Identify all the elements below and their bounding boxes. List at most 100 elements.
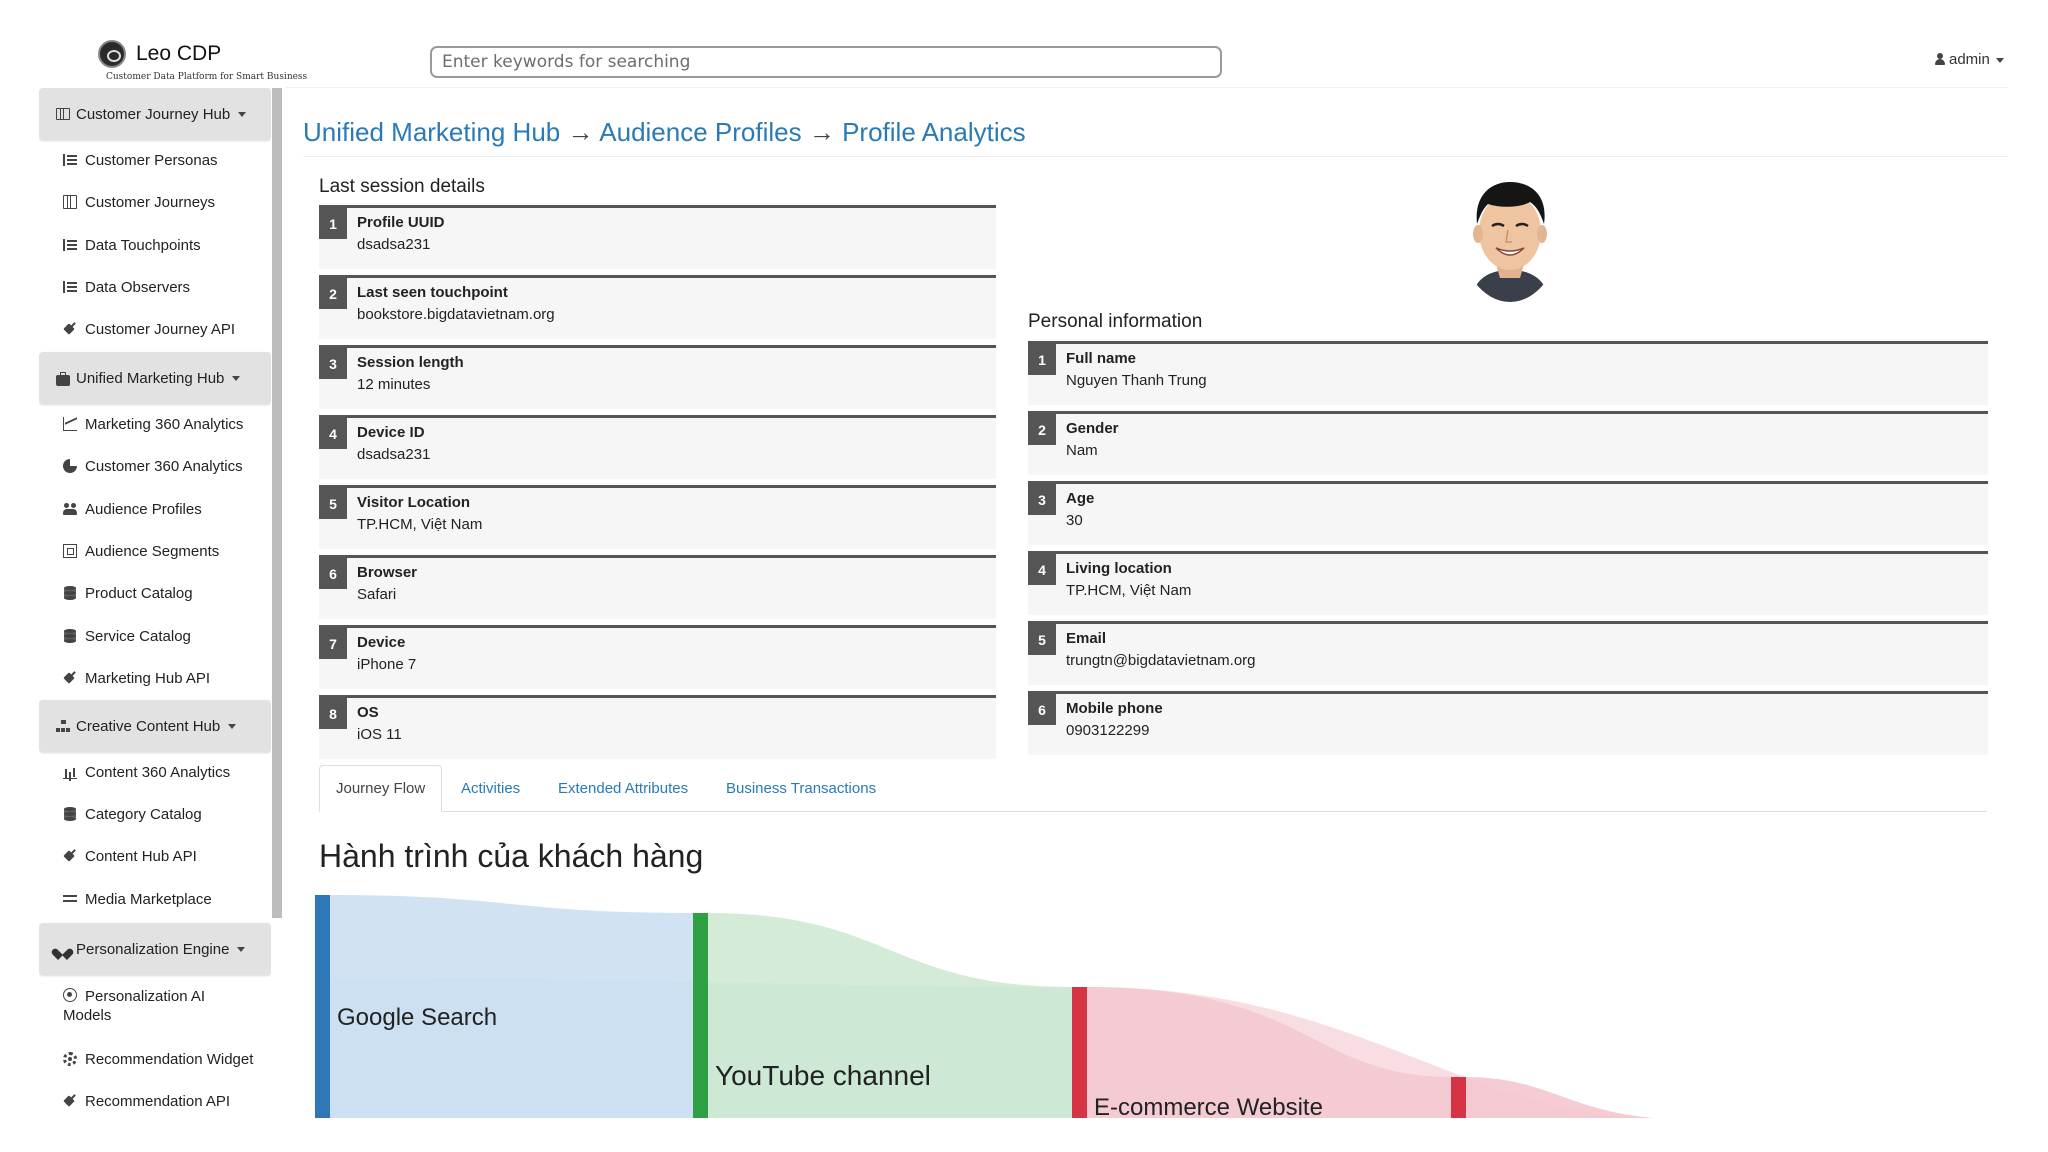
robot-icon: [63, 988, 77, 1002]
sidebar-group-creative-content-hub[interactable]: Creative Content Hub: [39, 700, 271, 752]
sitemap-icon: [56, 720, 70, 732]
sidebar-item-content-hub-api[interactable]: Content Hub API: [39, 847, 271, 866]
card-label: Mobile phone: [1066, 700, 1163, 717]
sidebar-scrollbar[interactable]: [272, 88, 282, 918]
sidebar-item-category-catalog[interactable]: Category Catalog: [39, 805, 271, 824]
sidebar-group-personalization-engine[interactable]: Personalization Engine: [39, 923, 271, 975]
sidebar: Customer Journey Hub Customer Personas C…: [39, 88, 271, 1118]
card-label: Email: [1066, 630, 1107, 647]
plug-icon: [63, 322, 77, 336]
card-value: TP.HCM, Việt Nam: [1066, 582, 1192, 599]
sidebar-group-customer-journey-hub[interactable]: Customer Journey Hub: [39, 88, 271, 140]
sidebar-item-label: Service Catalog: [85, 628, 191, 645]
line-chart-icon: [63, 417, 77, 431]
tab-activities[interactable]: Activities: [461, 779, 521, 797]
card-value: 12 minutes: [357, 376, 431, 393]
sankey-node-ecommerce-website[interactable]: [1072, 987, 1087, 1119]
sidebar-item-label: Content 360 Analytics: [85, 764, 231, 781]
tab-extended-attributes[interactable]: Extended Attributes: [558, 779, 689, 797]
journey-sankey: Google Search YouTube channel E-commerce…: [315, 895, 1670, 1119]
sankey-link-next-exit: [1466, 1077, 1670, 1119]
user-name: admin: [1949, 51, 1990, 68]
sidebar-item-audience-profiles[interactable]: Audience Profiles: [39, 500, 271, 519]
sidebar-item-label: Data Observers: [85, 279, 191, 296]
logo-eye-icon: [98, 40, 126, 68]
session-card-profile-uuid: 1 Profile UUID dsadsa231: [319, 205, 996, 269]
bar-chart-icon: [63, 765, 77, 779]
breadcrumb-profile-analytics[interactable]: Profile Analytics: [842, 117, 1026, 147]
card-label: Browser: [357, 564, 418, 581]
card-number: 4: [1028, 554, 1056, 585]
journey-flow-title: Hành trình của khách hàng: [319, 838, 704, 874]
personal-card-email: 5 Email trungtn@bigdatavietnam.org: [1028, 621, 1988, 685]
card-label: Visitor Location: [357, 494, 471, 511]
card-value: Safari: [357, 586, 397, 603]
tab-journey-flow[interactable]: Journey Flow: [319, 765, 443, 812]
sidebar-item-customer-personas[interactable]: Customer Personas: [39, 151, 271, 170]
card-label: OS: [357, 704, 379, 721]
card-label: Full name: [1066, 350, 1137, 367]
logo[interactable]: Leo CDP Customer Data Platform for Smart…: [98, 40, 307, 84]
sankey-node-google-search[interactable]: [315, 895, 330, 1119]
sidebar-item-recommendation-widget[interactable]: Recommendation Widget: [39, 1050, 271, 1069]
card-label: Session length: [357, 354, 464, 371]
sidebar-item-label: Marketing 360 Analytics: [85, 416, 244, 433]
sidebar-item-media-marketplace[interactable]: Media Marketplace: [39, 890, 271, 909]
card-number: 8: [319, 698, 347, 729]
sidebar-item-content-360-analytics[interactable]: Content 360 Analytics: [39, 763, 271, 782]
card-value: iPhone 7: [357, 656, 417, 673]
sidebar-item-data-observers[interactable]: Data Observers: [39, 278, 271, 297]
tab-business-transactions[interactable]: Business Transactions: [726, 779, 877, 797]
plug-icon: [63, 671, 77, 685]
card-number: 5: [1028, 624, 1056, 655]
sidebar-group-unified-marketing-hub[interactable]: Unified Marketing Hub: [39, 352, 271, 404]
sidebar-item-customer-journey-api[interactable]: Customer Journey API: [39, 320, 271, 339]
sankey-node-next-step[interactable]: [1451, 1077, 1466, 1119]
sidebar-item-label: Recommendation API: [85, 1093, 231, 1110]
sankey-link-ecommerce-exit: [1087, 987, 1670, 1119]
segment-icon: [63, 544, 77, 558]
sidebar-item-label: Customer 360 Analytics: [85, 458, 243, 475]
card-number: 1: [1028, 344, 1056, 375]
sidebar-group-label: Creative Content Hub: [76, 717, 221, 735]
sidebar-item-customer-360-analytics[interactable]: Customer 360 Analytics: [39, 457, 271, 476]
sidebar-item-marketing-hub-api[interactable]: Marketing Hub API: [39, 669, 271, 688]
sidebar-item-audience-segments[interactable]: Audience Segments: [39, 542, 271, 561]
profile-avatar: [1460, 166, 1560, 302]
search-input[interactable]: [430, 46, 1222, 78]
sidebar-item-label: Personalization AI Models: [63, 988, 206, 1024]
sidebar-item-service-catalog[interactable]: Service Catalog: [39, 627, 271, 646]
card-label: Age: [1066, 490, 1095, 507]
card-label: Living location: [1066, 560, 1172, 577]
card-number: 1: [319, 208, 347, 239]
sankey-link-youtube-ecommerce: [708, 913, 1072, 1119]
sidebar-group-label: Personalization Engine: [76, 940, 230, 958]
sidebar-group-label: Unified Marketing Hub: [76, 369, 225, 387]
card-number: 2: [319, 278, 347, 309]
sankey-node-youtube-channel[interactable]: [693, 913, 708, 1119]
sidebar-item-marketing-360-analytics[interactable]: Marketing 360 Analytics: [39, 415, 271, 434]
sankey-label-google-search: Google Search: [337, 1004, 497, 1031]
sidebar-item-customer-journeys[interactable]: Customer Journeys: [39, 193, 271, 212]
session-card-session-length: 3 Session length 12 minutes: [319, 345, 996, 409]
card-number: 7: [319, 628, 347, 659]
sidebar-item-recommendation-api[interactable]: Recommendation API: [39, 1092, 271, 1111]
card-number: 4: [319, 418, 347, 449]
breadcrumb-audience-profiles[interactable]: Audience Profiles: [599, 117, 802, 147]
user-menu[interactable]: admin: [1935, 51, 2004, 68]
personal-card-mobile-phone: 6 Mobile phone 0903122299: [1028, 691, 1988, 755]
sidebar-item-label: Audience Segments: [85, 543, 220, 560]
sidebar-item-label: Product Catalog: [85, 585, 193, 602]
sidebar-group-label: Customer Journey Hub: [76, 105, 231, 123]
card-label: Last seen touchpoint: [357, 284, 508, 301]
card-label: Gender: [1066, 420, 1119, 437]
personal-card-full-name: 1 Full name Nguyen Thanh Trung: [1028, 341, 1988, 405]
card-label: Profile UUID: [357, 214, 445, 231]
sidebar-item-label: Media Marketplace: [85, 891, 212, 908]
sidebar-item-product-catalog[interactable]: Product Catalog: [39, 584, 271, 603]
breadcrumb-unified-marketing-hub[interactable]: Unified Marketing Hub: [303, 117, 561, 147]
session-card-device-id: 4 Device ID dsadsa231: [319, 415, 996, 479]
sidebar-item-personalization-ai-models[interactable]: Personalization AI Models: [39, 986, 219, 1025]
sidebar-item-data-touchpoints[interactable]: Data Touchpoints: [39, 236, 271, 255]
card-value: 30: [1066, 512, 1083, 529]
